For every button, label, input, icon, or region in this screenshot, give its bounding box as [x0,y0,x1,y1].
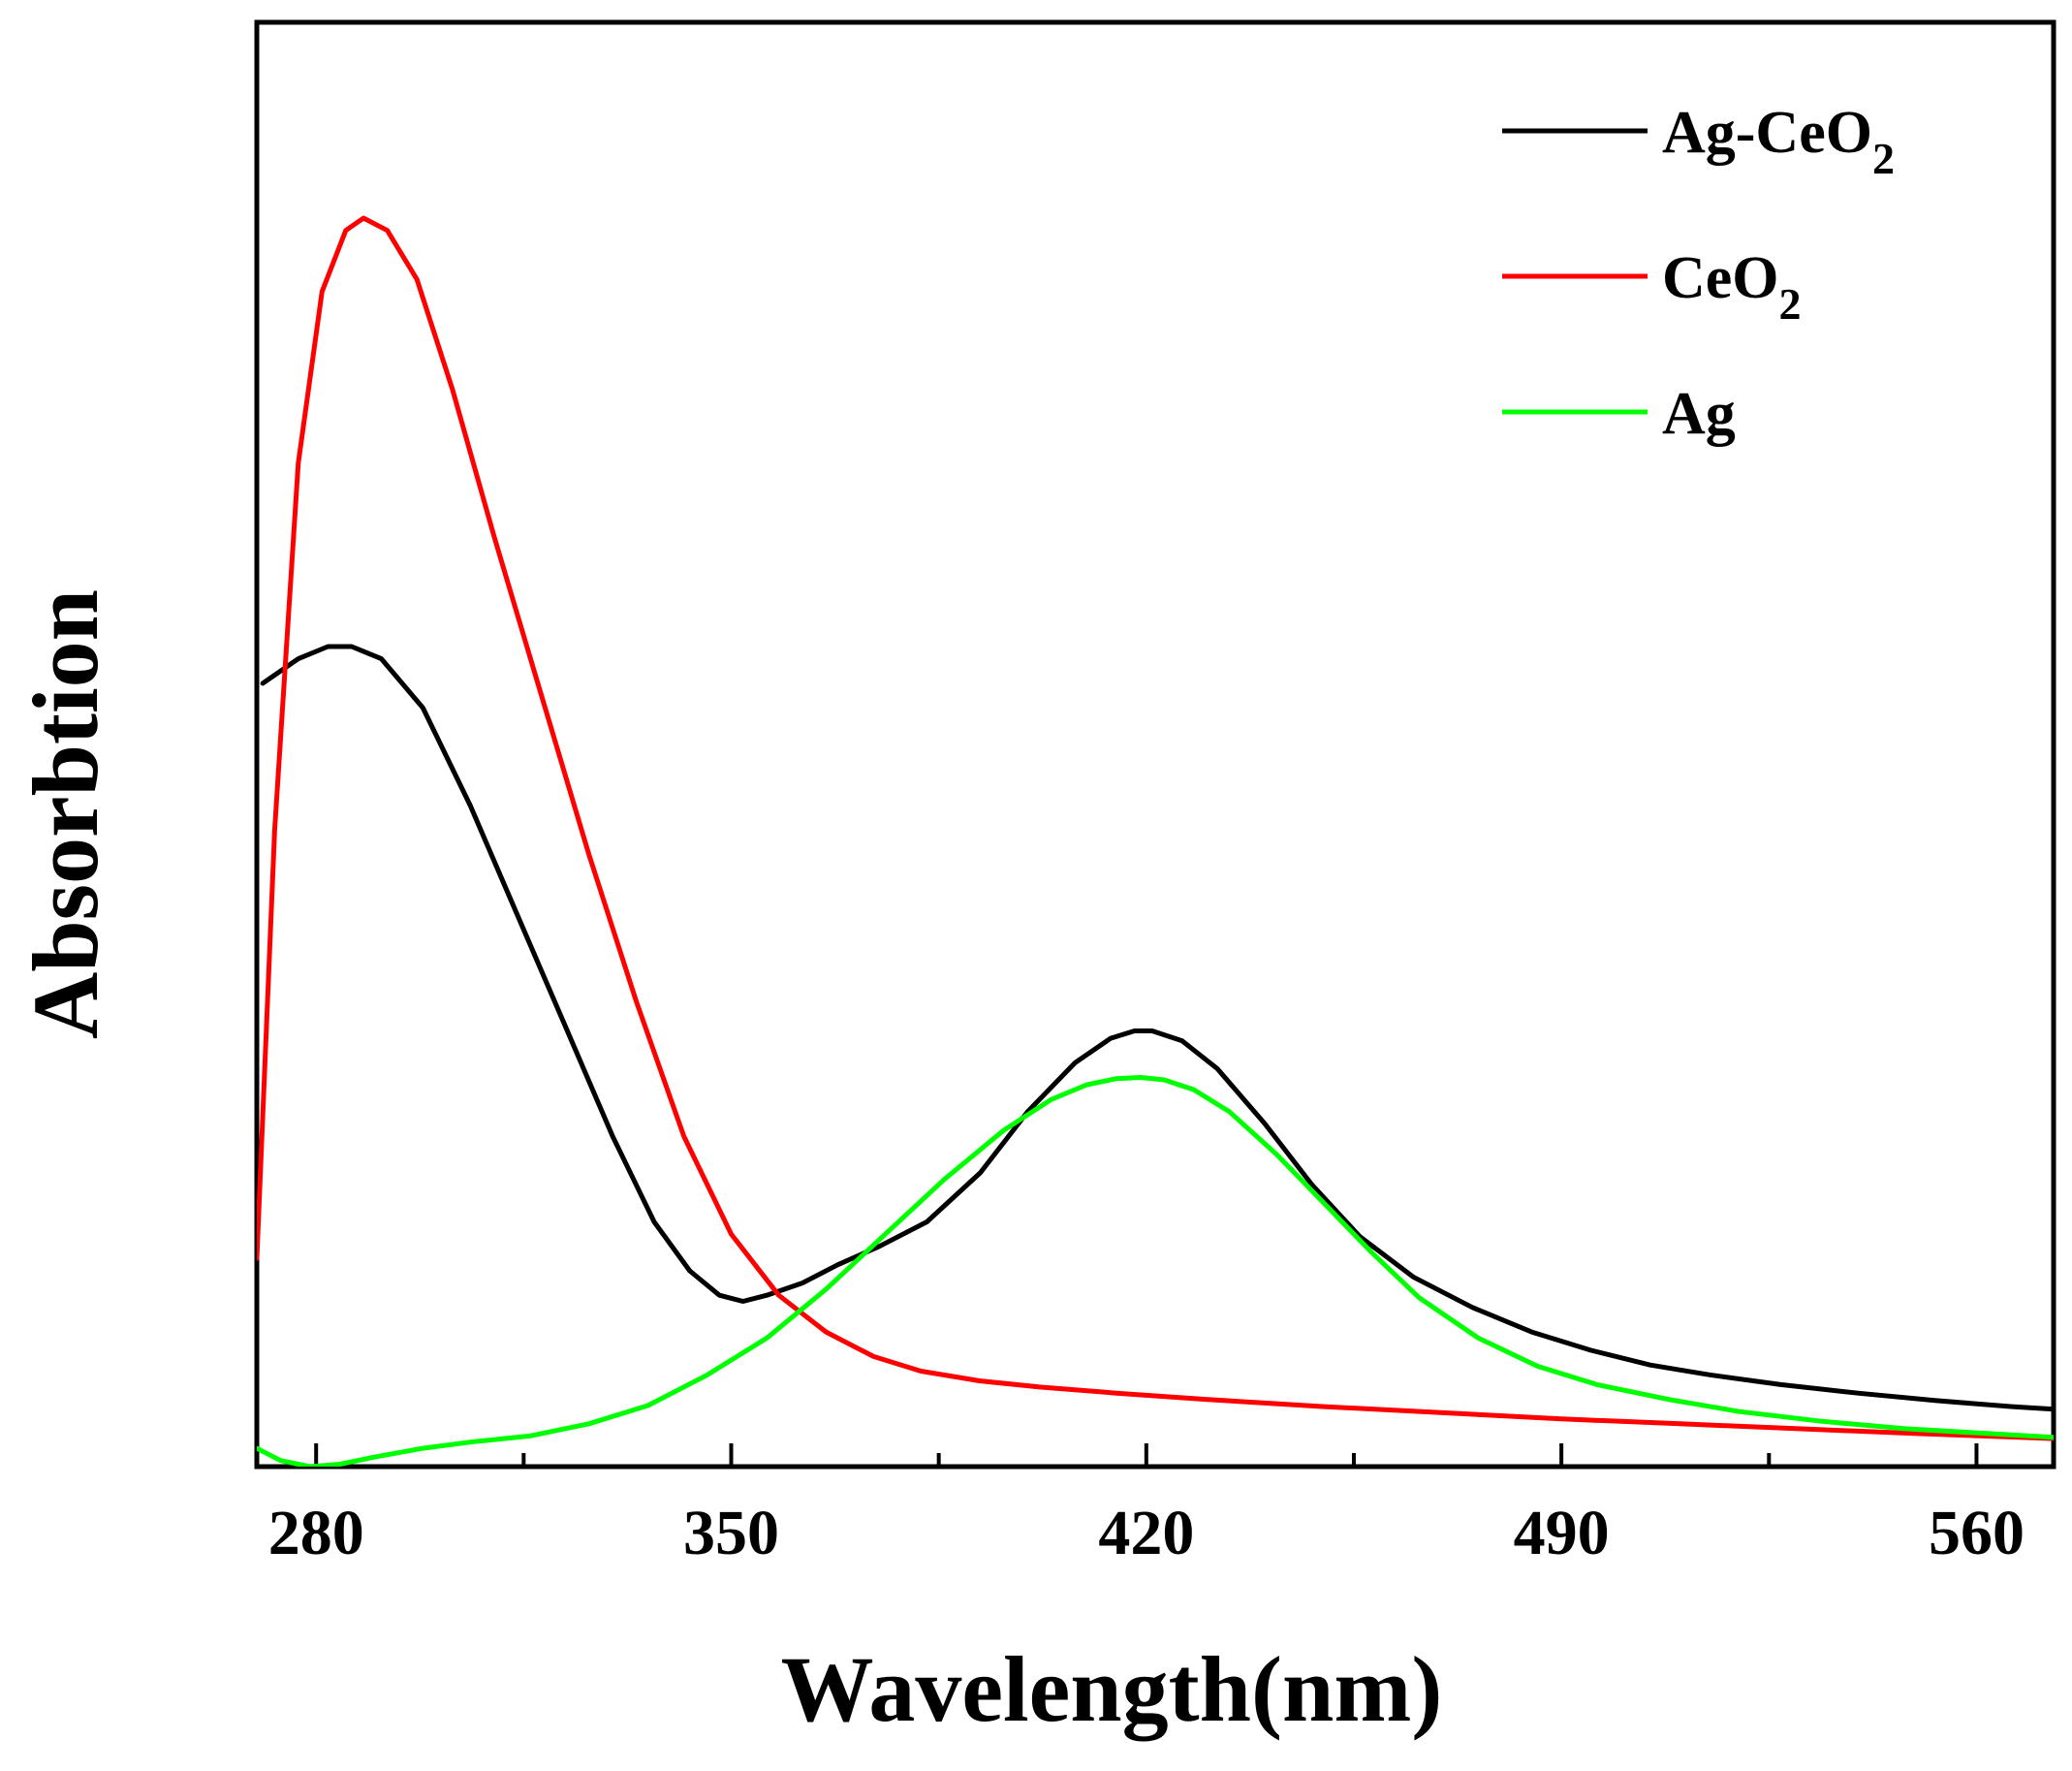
x-tick-label: 280 [268,1498,364,1568]
legend-label-ceo2: CeO2 [1662,245,1802,329]
series-line-ceo2 [257,215,2054,1441]
legend-label-subscript: 2 [1779,279,1802,329]
x-tick-label: 490 [1514,1498,1610,1568]
series-layer [257,215,2054,1467]
legend-label-ag: Ag [1662,381,1736,447]
y-axis-title: Absorbtion [14,589,117,1039]
series-line-ag-ceo2 [260,644,2054,1412]
x-axis-ticks [314,1443,1979,1467]
x-axis-title: Wavelength(nm) [781,1637,1443,1741]
plot-frame [254,19,2056,1470]
series-line-ag [257,1075,2054,1467]
x-axis-tick-labels: 280 350 420 490 560 [268,1498,2025,1568]
legend-label-ag-ceo2: Ag-CeO2 [1662,100,1895,183]
legend-label-subscript: 2 [1872,134,1895,183]
x-tick-label: 560 [1929,1498,2025,1568]
x-tick-label: 350 [683,1498,779,1568]
legend: Ag-CeO2 CeO2 Ag [1502,100,1895,447]
x-tick-label: 420 [1098,1498,1194,1568]
